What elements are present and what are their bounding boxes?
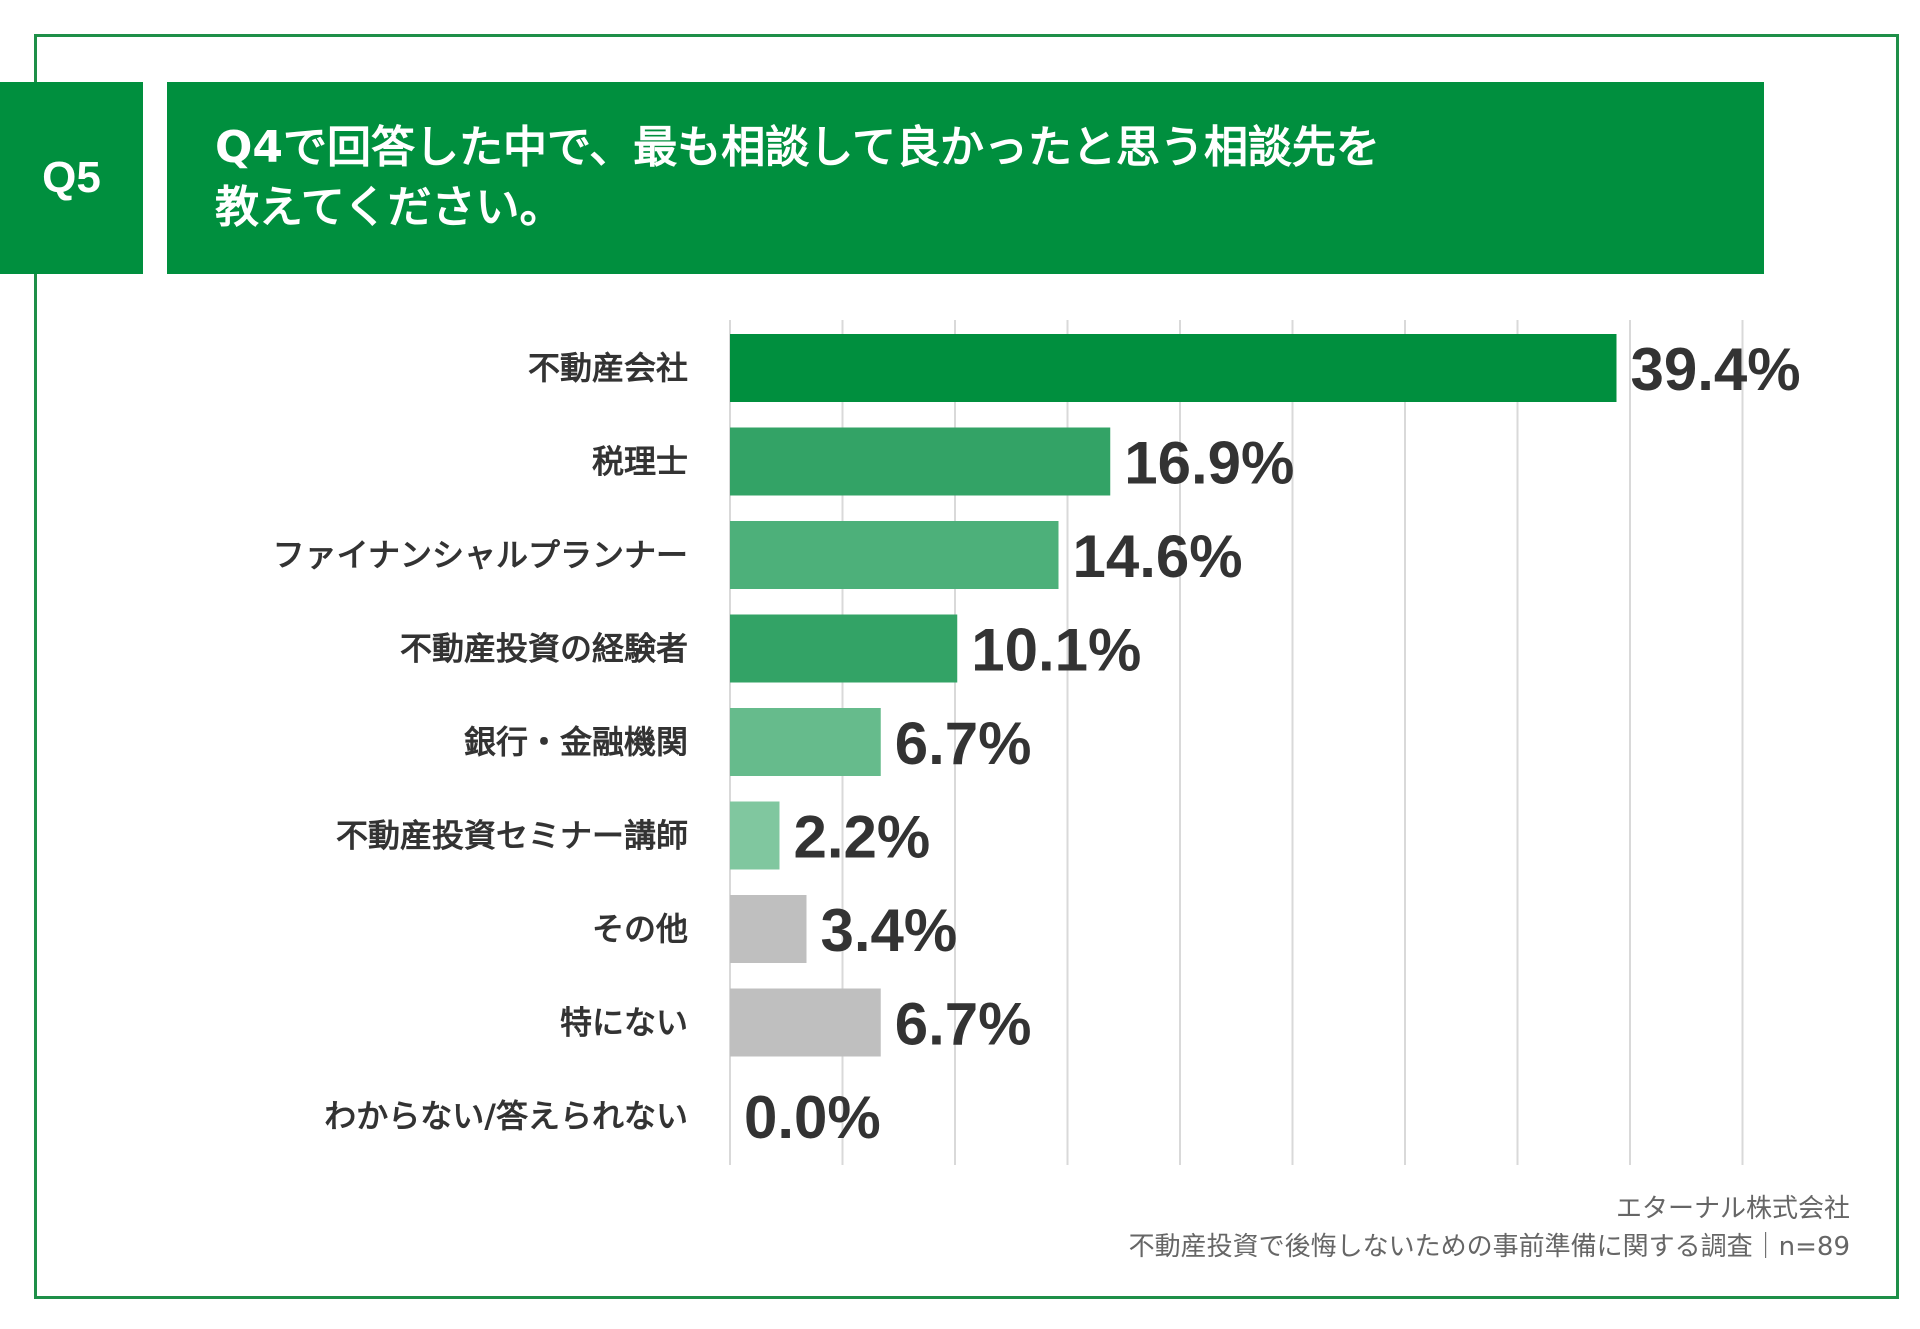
value-label: 2.2%: [794, 804, 931, 871]
value-label: 14.6%: [1073, 523, 1243, 590]
question-number-badge: Q5: [0, 82, 143, 274]
category-label: 税理士: [592, 443, 688, 481]
bars: [730, 334, 1617, 1057]
category-label: 特にない: [560, 1004, 688, 1042]
bar-3: [730, 521, 1059, 589]
category-label: 不動産投資セミナー講師: [336, 817, 688, 855]
bar-7: [730, 895, 807, 963]
category-label: ファイナンシャルプランナー: [273, 536, 688, 574]
category-labels: 不動産会社税理士ファイナンシャルプランナー不動産投資の経験者銀行・金融機関不動産…: [273, 349, 688, 1135]
category-label: その他: [592, 910, 688, 948]
bar-5: [730, 708, 881, 776]
source-company: エターナル株式会社: [1615, 1194, 1850, 1224]
value-label: 39.4%: [1631, 336, 1801, 403]
bar-8: [730, 988, 881, 1057]
source-survey: 不動産投資で後悔しないための事前準備に関する調査｜n=89: [1128, 1232, 1850, 1262]
bar-6: [730, 801, 780, 870]
value-label: 16.9%: [1124, 430, 1294, 497]
bar-1: [730, 334, 1617, 402]
category-label: 不動産投資の経験者: [400, 630, 688, 668]
category-label: 不動産会社: [528, 349, 688, 387]
bar-2: [730, 427, 1111, 496]
question-title-line-1: Q4で回答した中で、最も相談して良かったと思う相談先を: [215, 122, 1380, 173]
category-label: わからない/答えられない: [324, 1097, 688, 1135]
chart-frame: [34, 34, 1899, 1299]
question-title-line-2: 教えてください。: [215, 182, 564, 233]
value-label: 6.7%: [895, 710, 1032, 777]
value-label: 3.4%: [821, 897, 958, 964]
source-note: エターナル株式会社 不動産投資で後悔しないための事前準備に関する調査｜n=89: [1129, 1190, 1850, 1266]
value-label: 6.7%: [895, 991, 1032, 1058]
bar-4: [730, 614, 958, 683]
category-label: 銀行・金融機関: [464, 723, 688, 761]
value-label: 0.0%: [744, 1084, 881, 1151]
value-labels: 39.4%16.9%14.6%10.1%6.7%2.2%3.4%6.7%0.0%: [744, 336, 1801, 1151]
value-label: 10.1%: [971, 617, 1141, 684]
question-title: Q4で回答した中で、最も相談して良かったと思う相談先を 教えてください。: [167, 82, 1764, 274]
